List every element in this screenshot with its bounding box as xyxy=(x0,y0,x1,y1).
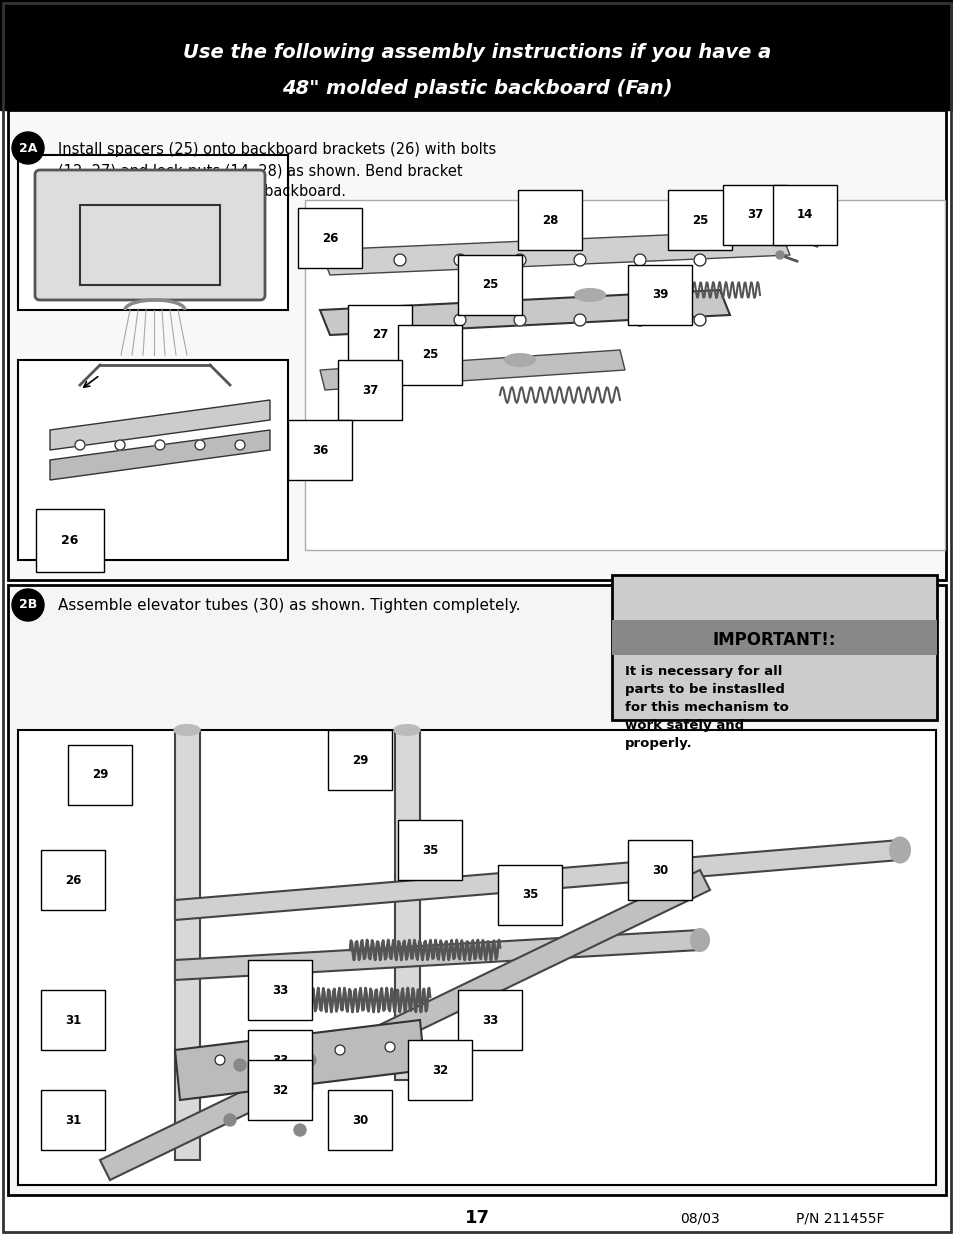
Bar xyxy=(18,730,935,1186)
Bar xyxy=(18,156,288,310)
Text: 08/03: 08/03 xyxy=(679,1212,720,1225)
Text: 32: 32 xyxy=(432,1063,448,1077)
Bar xyxy=(0,0,953,110)
Text: IMPORTANT!:: IMPORTANT!: xyxy=(712,631,835,650)
Text: 29: 29 xyxy=(352,753,368,767)
Text: 26: 26 xyxy=(65,873,81,887)
Circle shape xyxy=(514,254,525,266)
Text: 26: 26 xyxy=(321,231,337,245)
Text: 28: 28 xyxy=(541,214,558,226)
Text: 17: 17 xyxy=(464,1209,489,1228)
Circle shape xyxy=(805,226,813,233)
Ellipse shape xyxy=(395,725,419,735)
Ellipse shape xyxy=(415,364,444,375)
Circle shape xyxy=(454,254,465,266)
Circle shape xyxy=(795,236,803,245)
Circle shape xyxy=(574,314,585,326)
Circle shape xyxy=(115,440,125,450)
Text: 37: 37 xyxy=(361,384,377,396)
Circle shape xyxy=(454,314,465,326)
Polygon shape xyxy=(50,430,270,480)
Circle shape xyxy=(233,1058,246,1071)
Circle shape xyxy=(775,251,783,259)
Circle shape xyxy=(394,254,406,266)
Circle shape xyxy=(274,1050,285,1060)
Ellipse shape xyxy=(889,837,909,862)
Bar xyxy=(80,205,220,285)
Polygon shape xyxy=(174,1020,424,1100)
Circle shape xyxy=(294,1124,306,1136)
Text: P/N 211455F: P/N 211455F xyxy=(795,1212,883,1225)
Text: 36: 36 xyxy=(312,443,328,457)
Text: 25: 25 xyxy=(421,348,437,362)
Text: 35: 35 xyxy=(521,888,537,902)
Polygon shape xyxy=(50,400,270,450)
Polygon shape xyxy=(319,350,624,390)
Text: 31: 31 xyxy=(65,1014,81,1026)
Text: 33: 33 xyxy=(272,983,288,997)
Circle shape xyxy=(214,1055,225,1065)
Circle shape xyxy=(335,1045,345,1055)
Bar xyxy=(18,359,288,559)
Circle shape xyxy=(304,1053,315,1066)
Text: 29: 29 xyxy=(91,768,108,782)
Circle shape xyxy=(693,254,705,266)
Bar xyxy=(8,585,945,1195)
Circle shape xyxy=(194,440,205,450)
Circle shape xyxy=(224,1114,235,1126)
Bar xyxy=(8,110,945,580)
Text: 25: 25 xyxy=(481,279,497,291)
Text: 14: 14 xyxy=(796,209,812,221)
Polygon shape xyxy=(174,930,700,981)
Circle shape xyxy=(234,440,245,450)
Text: 31: 31 xyxy=(65,1114,81,1126)
Circle shape xyxy=(634,254,645,266)
Circle shape xyxy=(385,1042,395,1052)
Text: 33: 33 xyxy=(272,1053,288,1067)
Text: 39: 39 xyxy=(651,289,667,301)
Text: 2A: 2A xyxy=(19,142,37,154)
Circle shape xyxy=(12,132,44,164)
Circle shape xyxy=(514,314,525,326)
Ellipse shape xyxy=(174,725,199,735)
Text: 35: 35 xyxy=(421,844,437,857)
Text: 48" molded plastic backboard (Fan): 48" molded plastic backboard (Fan) xyxy=(281,79,672,98)
Text: 32: 32 xyxy=(272,1083,288,1097)
Text: Install spacers (25) onto backboard brackets (26) with bolts
(12, 27) and lock-n: Install spacers (25) onto backboard brac… xyxy=(58,142,496,199)
Ellipse shape xyxy=(504,354,535,366)
Text: It is necessary for all
parts to be instaslled
for this mechanism to
work safely: It is necessary for all parts to be inst… xyxy=(624,664,788,750)
Text: 27: 27 xyxy=(372,329,388,342)
Text: Assemble elevator tubes (30) as shown. Tighten completely.: Assemble elevator tubes (30) as shown. T… xyxy=(58,598,520,613)
Bar xyxy=(612,576,936,720)
Text: Use the following assembly instructions if you have a: Use the following assembly instructions … xyxy=(183,42,770,62)
Text: 30: 30 xyxy=(651,863,667,877)
Circle shape xyxy=(574,254,585,266)
Circle shape xyxy=(634,314,645,326)
FancyBboxPatch shape xyxy=(35,170,265,300)
Text: 33: 33 xyxy=(481,1014,497,1026)
Ellipse shape xyxy=(575,289,604,301)
Circle shape xyxy=(75,440,85,450)
Ellipse shape xyxy=(690,929,708,951)
Polygon shape xyxy=(174,840,899,920)
Bar xyxy=(612,620,936,655)
Circle shape xyxy=(154,440,165,450)
Circle shape xyxy=(12,589,44,621)
Polygon shape xyxy=(319,230,789,275)
Polygon shape xyxy=(100,869,709,1179)
Text: 30: 30 xyxy=(352,1114,368,1126)
Polygon shape xyxy=(174,730,200,1160)
Text: 37: 37 xyxy=(746,209,762,221)
Polygon shape xyxy=(395,730,419,1079)
Text: 25: 25 xyxy=(691,214,707,226)
Text: 2B: 2B xyxy=(19,599,37,611)
Polygon shape xyxy=(319,290,729,335)
Bar xyxy=(305,200,944,550)
Circle shape xyxy=(394,314,406,326)
Circle shape xyxy=(693,314,705,326)
Text: 26: 26 xyxy=(61,534,78,547)
